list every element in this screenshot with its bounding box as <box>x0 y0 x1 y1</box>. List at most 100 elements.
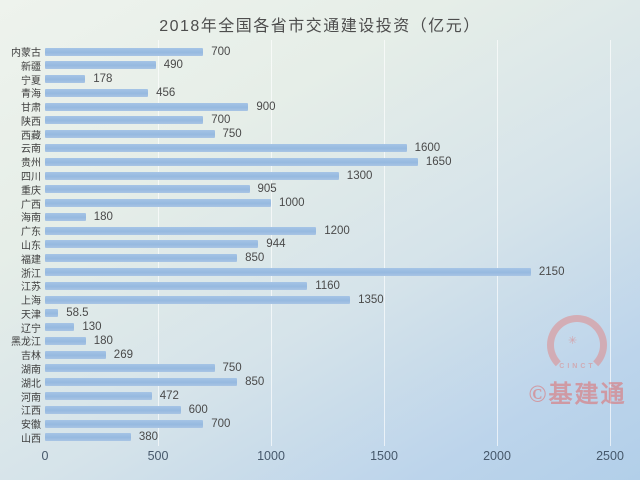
bar-row: 宁夏 178 <box>0 73 640 87</box>
value-label: 700 <box>211 45 231 58</box>
value-label: 1600 <box>414 141 441 154</box>
value-label: 269 <box>113 348 133 361</box>
bar-row: 湖南 750 <box>0 362 640 376</box>
bar <box>45 88 149 97</box>
bar-row: 黑龙江 180 <box>0 334 640 349</box>
category-label: 山西 <box>21 433 41 445</box>
category-label: 安徽 <box>21 420 41 432</box>
bar <box>45 392 152 401</box>
category-label: 河南 <box>21 392 41 404</box>
value-label: 456 <box>156 86 176 99</box>
bar <box>45 419 204 428</box>
bar <box>45 281 308 290</box>
bar <box>45 323 75 332</box>
x-tick-label: 1000 <box>257 449 285 463</box>
bar-row: 甘肃 900 <box>0 100 640 115</box>
chart-title: 2018年全国各省市交通建设投资（亿元） <box>159 18 481 35</box>
value-label: 490 <box>163 59 183 72</box>
bar-row: 陕西 700 <box>0 114 640 128</box>
bar-row: 湖北 850 <box>0 376 640 390</box>
category-label: 湖北 <box>21 378 41 390</box>
bar-row: 安徽 700 <box>0 417 640 432</box>
bar-row: 云南 1600 <box>0 141 640 156</box>
bar-row: 上海 1350 <box>0 293 640 308</box>
value-label: 1200 <box>324 224 350 237</box>
bar <box>45 240 259 249</box>
x-tick-label: 2500 <box>596 449 624 463</box>
bar <box>45 212 86 221</box>
bar <box>45 61 156 70</box>
value-label: 1350 <box>358 293 384 306</box>
category-label: 重庆 <box>21 185 41 197</box>
value-label: 905 <box>257 183 277 196</box>
value-label: 944 <box>266 238 286 251</box>
x-tick-label: 0 <box>41 449 49 463</box>
x-tick-label: 1500 <box>370 449 398 463</box>
bar-row: 山西 380 <box>0 431 640 445</box>
value-label: 58.5 <box>66 307 89 320</box>
value-label: 1300 <box>346 169 373 182</box>
bar-row: 广东 1200 <box>0 224 640 239</box>
category-label: 西藏 <box>21 130 41 142</box>
bar-row: 新疆 490 <box>0 59 640 73</box>
category-label: 内蒙古 <box>11 48 41 59</box>
value-label: 472 <box>159 390 179 403</box>
bar <box>45 295 351 304</box>
category-label: 四川 <box>21 172 41 184</box>
value-label: 850 <box>245 376 265 389</box>
value-label: 750 <box>222 362 242 375</box>
bar-row: 天津 58.5 <box>0 307 640 321</box>
bar-row: 福建 850 <box>0 252 640 266</box>
category-label: 吉林 <box>21 351 41 363</box>
bar <box>45 268 531 276</box>
bar-row: 河南 472 <box>0 390 640 404</box>
bar <box>45 157 418 166</box>
value-label: 600 <box>188 403 208 416</box>
bar-row: 吉林 269 <box>0 348 640 363</box>
bar <box>45 433 131 442</box>
value-label: 1000 <box>279 197 305 210</box>
bar-row: 浙江 2150 <box>0 266 640 280</box>
bar-row: 江苏 1160 <box>0 279 640 294</box>
bar <box>45 254 238 263</box>
bar-row: 广西 1000 <box>0 197 640 211</box>
value-label: 1160 <box>315 279 340 292</box>
bar <box>45 75 86 84</box>
bar <box>45 47 204 56</box>
bar-row: 四川 1300 <box>0 169 640 184</box>
gridline <box>497 40 498 446</box>
bar-row: 内蒙古 700 <box>0 45 640 60</box>
bar-row: 江西 600 <box>0 403 640 418</box>
x-tick-label: 2000 <box>483 449 511 463</box>
category-label: 贵州 <box>21 158 41 170</box>
category-label: 浙江 <box>21 268 41 280</box>
category-label: 天津 <box>21 309 41 321</box>
bar <box>45 336 86 345</box>
bar <box>45 350 106 359</box>
plot-rows: 内蒙古 700 新疆 490 宁夏 178 青海 456 甘肃 900 陕西 700 西藏 750 云南 16… <box>0 45 640 445</box>
value-label: 130 <box>82 321 102 334</box>
bar <box>45 116 204 125</box>
value-label: 180 <box>93 210 113 223</box>
value-label: 178 <box>93 73 113 86</box>
bar <box>45 171 339 180</box>
bar <box>45 309 59 318</box>
value-label: 900 <box>256 100 276 113</box>
category-label: 福建 <box>21 254 41 266</box>
value-label: 700 <box>211 114 231 127</box>
bar <box>45 185 250 194</box>
value-label: 850 <box>245 252 265 265</box>
category-label: 陕西 <box>21 116 41 128</box>
category-label: 江苏 <box>21 282 41 294</box>
bar-row: 海南 180 <box>0 210 640 225</box>
category-label: 江西 <box>21 406 41 418</box>
bar <box>45 364 215 373</box>
category-label: 广西 <box>21 199 41 211</box>
value-label: 180 <box>93 334 113 347</box>
bar-row: 山东 944 <box>0 238 640 252</box>
category-label: 山东 <box>21 240 41 252</box>
category-label: 海南 <box>21 213 41 225</box>
value-label: 700 <box>211 417 231 430</box>
category-label: 湖南 <box>21 364 41 376</box>
